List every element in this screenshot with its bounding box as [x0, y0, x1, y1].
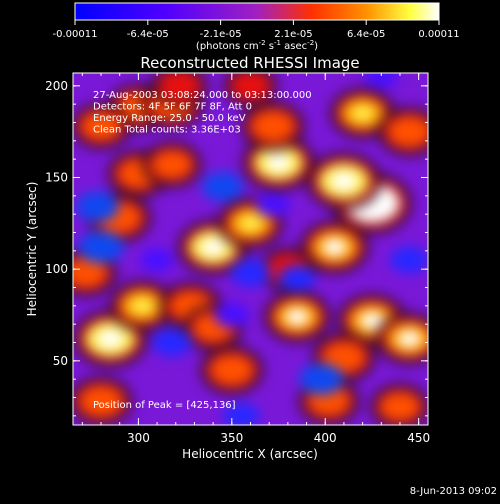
y-axis-label: Heliocentric Y (arcsec): [25, 182, 39, 317]
y-tick-label: 50: [53, 354, 68, 368]
heatmap-blob: [233, 73, 268, 98]
heatmap-blob-core: [322, 238, 347, 256]
heatmap-blob-core: [397, 330, 421, 348]
y-axis-ticks: 50 100 150 200: [45, 79, 428, 417]
x-tick-label: 350: [220, 431, 243, 445]
heatmap-blobs: [73, 73, 428, 425]
heatmap-blob-core: [130, 297, 154, 314]
x-axis-label: Heliocentric X (arcsec): [182, 447, 318, 461]
heatmap-blob: [152, 150, 192, 179]
heatmap-blob: [299, 363, 344, 395]
heatmap-blob: [380, 392, 420, 421]
chart-title: Reconstructed RHESSI Image: [140, 54, 359, 72]
heatmap-blob-core: [351, 105, 374, 122]
heatmap-blob: [161, 73, 198, 99]
x-tick-label: 300: [127, 431, 150, 445]
colorbar-tick-label: 2.1e-05: [274, 29, 312, 40]
y-tick-label: 100: [45, 262, 68, 276]
heatmap-blob-core: [265, 153, 292, 173]
heatmap-blob: [390, 246, 428, 274]
y-tick-label: 150: [45, 171, 68, 185]
colorbar-tick-label: -0.00011: [53, 29, 98, 40]
annotation-line: Energy Range: 25.0 - 50.0 keV: [93, 113, 246, 124]
heatmap-blob: [214, 302, 250, 328]
observation-annotations: 27-Aug-2003 03:08:24.000 to 03:13:00.000…: [93, 90, 312, 136]
heatmap-blob: [78, 230, 124, 264]
heatmap-blob: [323, 342, 365, 372]
annotation-line: 27-Aug-2003 03:08:24.000 to 03:13:00.000: [93, 90, 312, 101]
heatmap-blob: [364, 73, 399, 89]
colorbar-unit-label: (photons cm-2 s-1 asec-2): [196, 39, 318, 52]
heatmap-blob: [278, 265, 316, 292]
heatmap-blob: [252, 111, 294, 141]
heatmap-area: [73, 73, 428, 425]
x-tick-label: 450: [407, 431, 430, 445]
heatmap-blob: [80, 386, 122, 416]
heatmap-blob-core: [97, 329, 124, 349]
colorbar-tick-label: -2.1e-05: [200, 29, 242, 40]
x-tick-label: 400: [314, 431, 337, 445]
heatmap-blob-core: [285, 308, 309, 326]
y-tick-label: 200: [45, 79, 68, 93]
colorbar: [74, 2, 440, 21]
colorbar-tick-label: 0.00011: [418, 29, 459, 40]
heatmap-blob: [152, 328, 192, 357]
heatmap-blob-core: [239, 215, 262, 232]
heatmap-blob: [201, 171, 244, 202]
x-axis-ticks: 300 350 400 450: [81, 73, 430, 445]
heatmap-blob-core: [330, 171, 358, 191]
colorbar-ticks: -0.00011 -6.4e-05 -2.1e-05 2.1e-05 6.4e-05 0.…: [53, 20, 460, 40]
heatmap-blob: [140, 247, 175, 273]
timestamp-footer: 8-Jun-2013 09:02: [410, 486, 497, 497]
heatmap-blob: [75, 191, 119, 223]
colorbar-tick-label: 6.4e-05: [347, 29, 385, 40]
peak-position-label: Position of Peak = [425,136]: [93, 400, 236, 411]
annotation-line: Detectors: 4F 5F 6F 7F 8F, Att 0: [93, 102, 252, 113]
heatmap-blob: [211, 355, 253, 385]
heatmap-blob-core: [359, 311, 384, 330]
annotation-line: Clean Total counts: 3.36E+03: [93, 125, 241, 136]
colorbar-tick-label: -6.4e-05: [127, 29, 169, 40]
heatmap-blob: [388, 116, 428, 147]
heatmap-blob-core: [200, 238, 226, 257]
heatmap-blob: [230, 258, 271, 288]
heatmap-blob: [73, 258, 107, 288]
heatmap-blob: [81, 112, 121, 140]
heatmap-blob: [255, 192, 290, 218]
